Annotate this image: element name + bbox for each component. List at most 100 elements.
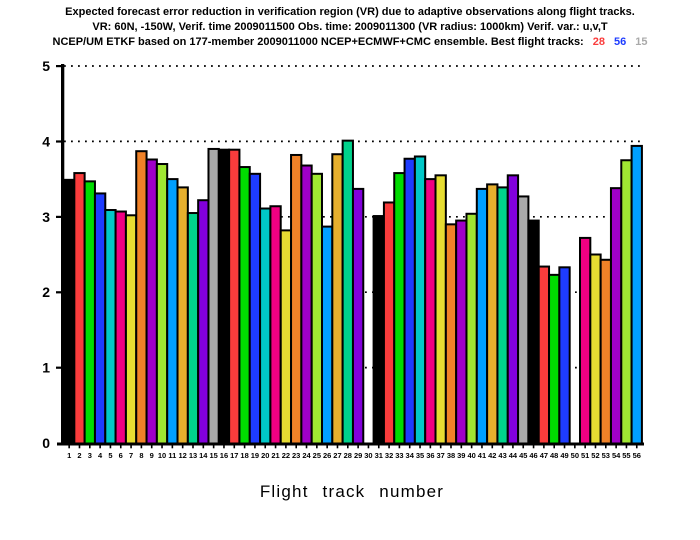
x-tick-label-14: 14 xyxy=(199,451,208,460)
x-tick-54 xyxy=(615,445,617,449)
x-tick-label-42: 42 xyxy=(488,451,496,460)
x-tick-14 xyxy=(202,445,205,449)
x-tick-55 xyxy=(625,445,628,449)
bar-track-37 xyxy=(434,174,447,446)
x-tick-label-45: 45 xyxy=(519,451,527,460)
x-tick-20 xyxy=(264,445,267,449)
x-tick-label-31: 31 xyxy=(375,451,383,460)
x-tick-label-47: 47 xyxy=(540,451,548,460)
y-tick-label-5: 5 xyxy=(42,58,50,74)
x-tick-label-35: 35 xyxy=(416,451,424,460)
title-line-1: Expected forecast error reduction in ver… xyxy=(65,6,635,18)
x-tick-label-52: 52 xyxy=(591,451,599,460)
bar-track-52 xyxy=(589,253,602,446)
x-tick-23 xyxy=(295,445,297,449)
x-tick-30 xyxy=(367,445,370,449)
x-tick-label-22: 22 xyxy=(282,451,290,460)
x-tick-label-13: 13 xyxy=(189,451,197,460)
bar-track-55 xyxy=(620,159,633,446)
bar-track-14 xyxy=(197,199,210,446)
x-tick-label-11: 11 xyxy=(168,451,176,460)
bar-track-32 xyxy=(382,201,396,446)
x-tick-label-10: 10 xyxy=(158,451,166,460)
bar-track-20 xyxy=(259,207,272,446)
x-tick-label-41: 41 xyxy=(478,451,486,460)
bar-track-19 xyxy=(248,172,262,446)
x-tick-11 xyxy=(171,445,174,449)
x-tick-10 xyxy=(161,445,163,449)
bar-track-8 xyxy=(135,150,148,446)
x-tick-27 xyxy=(336,445,339,449)
x-tick-37 xyxy=(439,445,442,449)
x-tick-51 xyxy=(584,445,586,449)
x-tick-16 xyxy=(223,445,225,449)
x-tick-label-55: 55 xyxy=(622,451,630,460)
x-tick-32 xyxy=(388,445,390,449)
bar-track-12 xyxy=(176,186,189,446)
x-tick-43 xyxy=(501,445,504,449)
bar-track-29 xyxy=(351,187,365,446)
x-tick-12 xyxy=(181,445,184,449)
x-tick-2 xyxy=(78,445,81,449)
x-tick-label-27: 27 xyxy=(333,451,341,460)
bar-track-46 xyxy=(527,219,540,446)
x-tick-label-5: 5 xyxy=(108,451,112,460)
x-tick-label-16: 16 xyxy=(220,451,228,460)
x-tick-label-17: 17 xyxy=(230,451,238,460)
bar-track-43 xyxy=(496,186,509,446)
y-tick-2 xyxy=(56,291,62,294)
x-tick-label-39: 39 xyxy=(457,451,465,460)
bar-track-3 xyxy=(83,180,96,446)
x-tick-label-29: 29 xyxy=(354,451,362,460)
x-tick-label-43: 43 xyxy=(498,451,506,460)
x-tick-49 xyxy=(563,445,566,449)
x-tick-7 xyxy=(130,445,132,449)
x-tick-34 xyxy=(408,445,411,449)
bar-track-47 xyxy=(537,265,551,446)
bar-track-27 xyxy=(331,153,344,446)
bar-track-11 xyxy=(166,178,179,446)
bar-track-49 xyxy=(558,266,571,446)
bar-track-6 xyxy=(114,210,127,446)
x-tick-22 xyxy=(285,445,287,449)
x-tick-label-49: 49 xyxy=(560,451,568,460)
x-tick-36 xyxy=(429,445,432,449)
bar-track-9 xyxy=(145,158,158,446)
bar-track-26 xyxy=(321,225,334,446)
bar-track-13 xyxy=(186,212,200,446)
bar-track-45 xyxy=(517,195,530,446)
x-tick-label-18: 18 xyxy=(240,451,248,460)
x-tick-25 xyxy=(316,445,318,449)
bar-track-36 xyxy=(424,178,437,446)
x-tick-39 xyxy=(460,445,463,449)
y-tick-4 xyxy=(56,140,62,143)
bar-track-1 xyxy=(63,178,76,446)
x-tick-44 xyxy=(512,445,514,449)
y-tick-label-2: 2 xyxy=(42,284,50,300)
best-track-56: 56 xyxy=(613,36,627,48)
x-tick-41 xyxy=(481,445,483,449)
bar-track-22 xyxy=(279,229,293,446)
x-tick-label-8: 8 xyxy=(139,451,143,460)
x-tick-24 xyxy=(305,445,308,449)
bar-track-31 xyxy=(372,215,385,446)
x-tick-label-9: 9 xyxy=(150,451,154,460)
x-tick-1 xyxy=(68,445,70,449)
x-tick-label-33: 33 xyxy=(395,451,403,460)
x-tick-label-20: 20 xyxy=(261,451,269,460)
x-tick-label-56: 56 xyxy=(633,451,641,460)
bar-track-34 xyxy=(403,157,416,446)
bar-track-18 xyxy=(238,166,251,446)
x-tick-48 xyxy=(553,445,555,449)
x-tick-label-24: 24 xyxy=(302,451,311,460)
bar-track-2 xyxy=(73,172,86,446)
bar-track-23 xyxy=(290,153,303,446)
y-axis-line xyxy=(61,64,65,445)
x-tick-label-21: 21 xyxy=(271,451,279,460)
x-tick-label-32: 32 xyxy=(385,451,393,460)
x-tick-label-25: 25 xyxy=(313,451,321,460)
y-tick-1 xyxy=(56,366,62,369)
x-tick-53 xyxy=(605,445,607,449)
